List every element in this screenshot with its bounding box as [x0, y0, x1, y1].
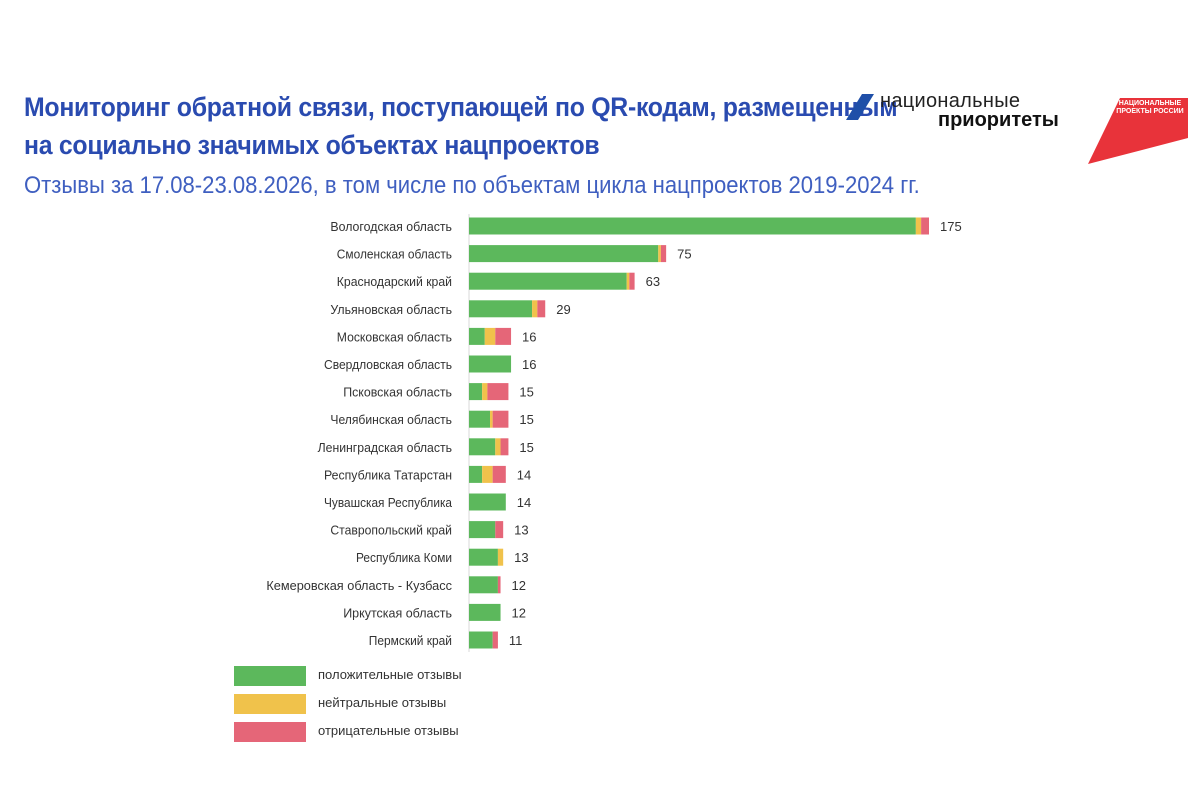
data-label-total: 15 [519, 385, 533, 400]
data-label-total: 13 [514, 550, 528, 565]
national-projects-badge-shape [1088, 98, 1188, 164]
bar-segment-positive [469, 410, 491, 428]
category-label: Краснодарский край [337, 274, 452, 289]
data-label-total: 13 [514, 523, 528, 538]
bar-segment-negative [500, 438, 509, 456]
national-projects-badge: НАЦИОНАЛЬНЫЕ ПРОЕКТЫ РОССИИ [1088, 98, 1188, 164]
data-label-total: 12 [512, 605, 526, 620]
legend-label-negative: отрицательные отзывы [318, 723, 459, 738]
legend-swatch-neutral [234, 694, 306, 714]
legend-swatch-positive [234, 666, 306, 686]
data-label-total: 11 [509, 633, 523, 648]
bar-segment-negative [492, 465, 506, 483]
data-label-total: 14 [517, 467, 531, 482]
bar-segment-negative [495, 521, 504, 539]
bar-segment-positive [469, 576, 498, 594]
data-label-total: 16 [522, 357, 536, 372]
data-label-total: 14 [517, 495, 531, 510]
category-label: Московская область [337, 329, 452, 344]
bar-segment-neutral [495, 438, 501, 456]
national-projects-badge-text: НАЦИОНАЛЬНЫЕ ПРОЕКТЫ РОССИИ [1116, 100, 1184, 115]
bar-segment-positive [469, 272, 627, 290]
national-priorities-logo-line2: приоритеты [938, 109, 1059, 131]
category-label: Чувашская Республика [324, 495, 453, 510]
legend-swatch-negative [234, 722, 306, 742]
bar-segment-positive [469, 548, 498, 566]
bar-segment-neutral [532, 300, 538, 318]
bar-segment-positive [469, 327, 485, 345]
data-label-total: 16 [522, 329, 536, 344]
category-label: Ставропольский край [330, 523, 452, 538]
bar-segment-positive [469, 383, 483, 401]
category-label: Пермский край [369, 633, 452, 648]
legend-label-positive: положительные отзывы [318, 667, 462, 682]
bar-segment-positive [469, 355, 512, 373]
bar-segment-neutral [658, 245, 661, 263]
chart-subtitle: Отзывы за 17.08-23.08.2026, в том числе … [24, 172, 920, 199]
category-label: Вологодская область [330, 219, 452, 234]
bar-segment-neutral [915, 217, 922, 235]
legend-label-neutral: нейтральные отзывы [318, 695, 447, 710]
category-label: Республика Татарстан [324, 467, 452, 482]
bar-segment-positive [469, 603, 501, 621]
bar-segment-positive [469, 300, 533, 318]
category-label: Ленинградская область [318, 440, 453, 455]
data-label-total: 15 [519, 440, 533, 455]
category-label: Кемеровская область - Кузбасс [266, 578, 452, 593]
category-label: Челябинская область [330, 412, 452, 427]
category-label: Псковская область [343, 385, 452, 400]
national-priorities-logo-line1: национальные [880, 90, 1021, 112]
national-priorities-logo: национальные приоритеты [846, 90, 1059, 140]
category-label: Ульяновская область [330, 302, 452, 317]
bar-segment-neutral [497, 548, 504, 566]
bar-segment-positive [469, 631, 493, 649]
bar-segment-neutral [626, 272, 630, 290]
bar-segment-negative [492, 410, 509, 428]
bar-segment-positive [469, 217, 916, 235]
category-label: Иркутская область [343, 605, 452, 620]
chart-title-line-1: Мониторинг обратной связи, поступающей п… [24, 92, 898, 122]
category-label: Республика Коми [356, 550, 452, 565]
category-label: Свердловская область [324, 357, 452, 372]
bar-segment-negative [492, 631, 498, 649]
bar-segment-negative [497, 576, 501, 594]
bar-segment-positive [469, 493, 506, 511]
bar-segment-positive [469, 521, 496, 539]
bar-segment-neutral [484, 327, 496, 345]
bar-segment-negative [495, 327, 512, 345]
data-label-total: 29 [556, 302, 570, 317]
chart-title-line-2: на социально значимых объектах нацпроект… [24, 130, 600, 160]
category-label: Смоленская область [337, 247, 452, 262]
bar-segment-neutral [482, 465, 493, 483]
bar-segment-neutral [482, 383, 488, 401]
bar-segment-positive [469, 245, 659, 263]
bar-segment-negative [537, 300, 546, 318]
bar-segment-negative [487, 383, 509, 401]
national-priorities-mark-icon [846, 94, 874, 120]
data-label-total: 12 [512, 578, 526, 593]
data-label-total: 75 [677, 247, 691, 262]
bar-segment-positive [469, 465, 483, 483]
data-label-total: 175 [940, 219, 962, 234]
data-label-total: 63 [646, 274, 660, 289]
bar-segment-negative [660, 245, 667, 263]
bar-segment-negative [629, 272, 635, 290]
bar-segment-neutral [490, 410, 493, 428]
bar-segment-negative [921, 217, 929, 235]
bar-segment-positive [469, 438, 496, 456]
data-label-total: 15 [519, 412, 533, 427]
